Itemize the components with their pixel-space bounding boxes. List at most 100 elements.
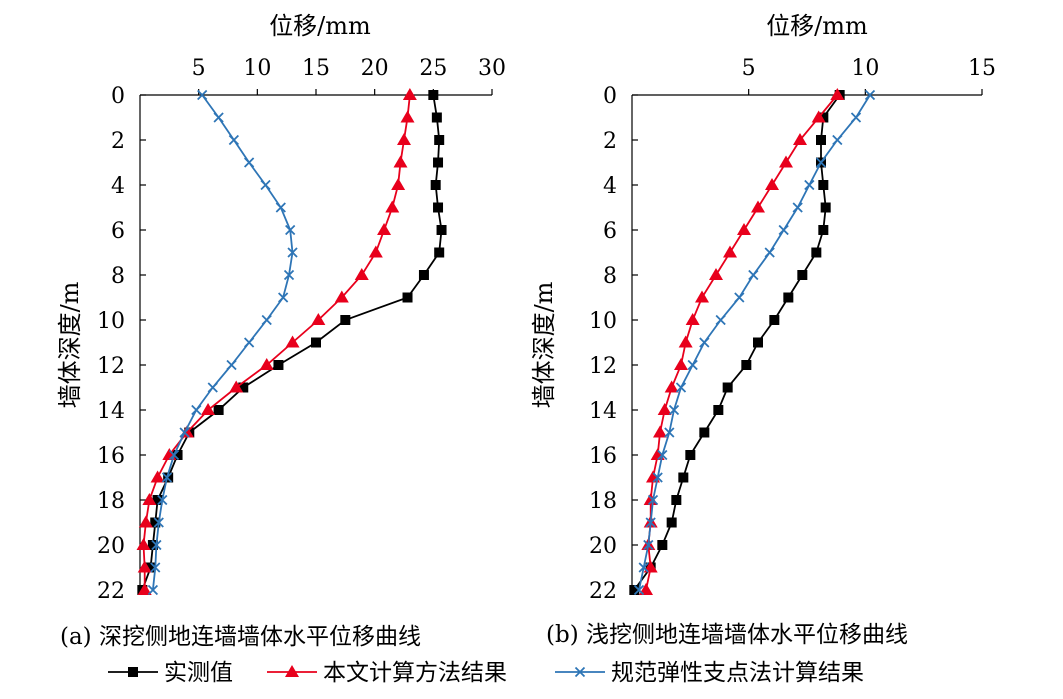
data-point: [713, 405, 724, 415]
data-point: [811, 110, 826, 123]
data-point: [275, 202, 286, 213]
data-point: [285, 335, 300, 348]
data-point: [147, 584, 159, 596]
data-point: [832, 134, 843, 146]
data-point: [151, 539, 162, 551]
y-tick-label: 16: [589, 444, 617, 469]
data-point: [354, 268, 369, 280]
x-tick-label: 15: [968, 56, 996, 81]
data-point: [261, 314, 272, 326]
data-point: [377, 223, 392, 235]
data-point: [699, 337, 710, 348]
chart-caption: (b) 浅挖侧地连墙墙体水平位移曲线: [546, 622, 908, 648]
data-point: [147, 540, 158, 550]
data-point: [695, 290, 709, 303]
y-tick-label: 6: [603, 219, 617, 244]
data-point: [850, 112, 862, 123]
y-tick-label: 0: [111, 84, 125, 109]
y-tick-label: 20: [589, 534, 617, 559]
data-point: [226, 359, 237, 371]
data-point: [699, 427, 710, 438]
panel-b-chart: 5 10 15 0 2 4 6 8 10 12 14 16 18 20 22 位移/mm 墙体深度/m (b) 浅…: [530, 12, 996, 648]
y-tick-label: 14: [97, 399, 125, 424]
data-point: [278, 292, 289, 303]
y-tick-label: 18: [97, 489, 125, 514]
data-point: [430, 180, 441, 190]
data-point: [709, 268, 723, 280]
data-point: [434, 135, 445, 145]
data-point: [334, 290, 349, 303]
data-point: [259, 358, 274, 370]
data-point: [675, 382, 687, 393]
data-point: [751, 200, 765, 213]
data-point: [197, 89, 208, 101]
data-point: [260, 179, 271, 191]
data-point: [818, 180, 829, 190]
data-point: [172, 450, 183, 460]
data-point: [645, 517, 656, 528]
y-tick-label: 22: [589, 579, 617, 604]
data-point: [643, 560, 658, 573]
y-tick-label: 22: [97, 579, 125, 604]
y-tick-label: 12: [589, 354, 617, 379]
data-point: [243, 157, 255, 168]
legend-item: 本文计算方法结果: [267, 660, 507, 686]
legend-label: 规范弹性支点法计算结果: [611, 660, 864, 686]
data-point: [734, 292, 745, 303]
data-point: [741, 360, 752, 370]
data-point: [722, 382, 733, 393]
data-point: [150, 562, 161, 573]
data-point: [368, 245, 383, 258]
series-2: [633, 89, 876, 596]
data-point: [643, 539, 654, 551]
data-point: [668, 404, 680, 416]
series-line: [633, 94, 841, 591]
data-point: [629, 585, 640, 595]
data-point: [783, 292, 794, 303]
data-point: [434, 247, 445, 258]
data-point: [737, 223, 751, 235]
data-point: [311, 313, 326, 325]
data-point: [287, 247, 298, 258]
data-point: [674, 358, 688, 370]
data-point: [715, 314, 726, 326]
data-point: [136, 538, 151, 550]
data-point: [764, 247, 775, 258]
data-point: [137, 560, 152, 573]
data-point: [191, 404, 202, 416]
y-tick-label: 16: [97, 444, 125, 469]
data-point: [811, 247, 822, 258]
data-point: [142, 493, 157, 505]
data-point: [685, 313, 700, 325]
legend-marker: [285, 665, 299, 677]
data-point: [431, 112, 442, 123]
y-tick-label: 20: [97, 534, 125, 559]
data-point: [816, 135, 826, 145]
data-point: [664, 427, 675, 438]
data-point: [311, 337, 321, 348]
data-point: [769, 315, 780, 325]
data-point: [213, 112, 224, 123]
data-point: [153, 517, 164, 528]
y-tick-label: 12: [97, 354, 125, 379]
y-axis-title: 墙体深度/m: [56, 281, 84, 408]
data-point: [152, 495, 163, 505]
data-point: [657, 403, 672, 415]
y-tick-label: 8: [111, 264, 125, 289]
data-point: [433, 202, 444, 213]
x-tick-label: 10: [243, 56, 271, 81]
data-point: [633, 584, 645, 596]
y-tick-label: 2: [603, 129, 617, 154]
data-point: [385, 200, 400, 213]
data-point: [179, 427, 190, 438]
data-point: [402, 88, 417, 100]
y-tick-label: 4: [603, 174, 617, 199]
y-axis-title: 墙体深度/m: [530, 281, 558, 408]
x-tick-label: 5: [742, 56, 756, 81]
data-point: [657, 449, 668, 461]
data-point: [653, 425, 667, 438]
data-point: [402, 292, 413, 303]
series-2: [147, 89, 298, 596]
data-point: [238, 382, 249, 393]
legend-label: 实测值: [164, 660, 233, 686]
